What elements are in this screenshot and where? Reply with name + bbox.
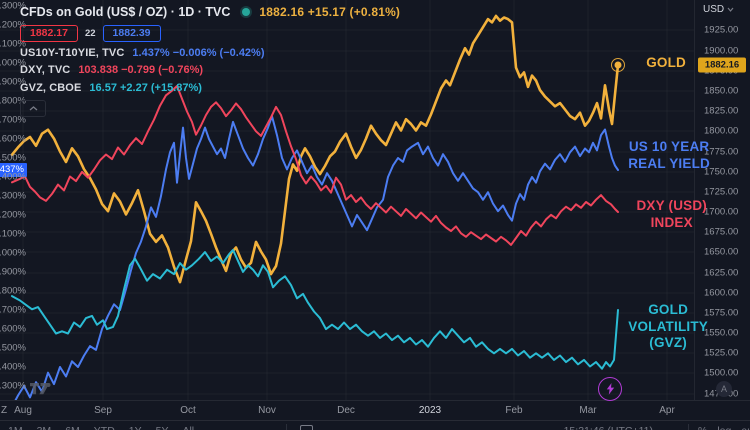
left-axis-tick: 1.300% [0,190,26,202]
month-tick: Dec [337,405,355,416]
right-axis-tick: 1675.00 [704,226,739,238]
left-axis-tick: 0.600% [0,323,26,335]
series-label-gold: GOLD [646,55,686,70]
series-label-real-yield: US 10 YEAR REAL YIELD [628,139,710,171]
right-axis-tick: 1500.00 [704,367,739,379]
legend-values-dxy: 103.838 −0.799 (−0.76%) [78,64,204,76]
spread-value: 22 [84,28,96,39]
legend-symbol-gvz[interactable]: GVZ, CBOE [20,81,82,94]
month-tick: Nov [258,405,276,416]
left-axis-tick: 1.200% [0,209,26,221]
session-clock[interactable]: 15:31:46 (UTC+11) [564,425,653,430]
right-axis-tick: 1600.00 [704,287,739,299]
tradingview-logo-watermark [30,381,58,402]
legend-symbol-dxy[interactable]: DXY, TVC [20,64,71,76]
range-button-3m[interactable]: 3M [37,425,52,430]
range-button-1m[interactable]: 1M [8,425,23,430]
series-label-gvz: GOLD VOLATILITY (GVZ) [628,302,708,350]
chevron-up-icon [29,105,37,110]
gold-last-quote: 1882.16 +15.17 (+0.81%) [259,5,401,19]
month-tick: Oct [180,405,196,416]
left-axis-tick: 0.500% [0,342,26,354]
legend-values-gvz: 16.57 +2.27 (+15.87%) [89,81,202,94]
legend-panel: CFDs on Gold (US$ / OZ) · 1D · TVC 1882.… [20,4,400,117]
buy-button[interactable]: 1882.39 [102,25,161,42]
market-status-dot[interactable] [242,8,251,16]
series-label-dxy: DXY (USD) INDEX [636,198,707,230]
right-price-axis[interactable]: USD 1925.001900.001875.001850.001825.001… [694,0,750,419]
date-range-buttons: 1M 3M 6M YTD 1Y 5Y All [8,425,194,430]
right-axis-tick: 1800.00 [704,125,739,137]
bottom-toolbar: 1M 3M 6M YTD 1Y 5Y All 15:31:46 (UTC+11) % log a… [0,420,750,430]
collapse-legend-button[interactable] [20,99,46,117]
left-axis-tick: 1.400% [0,171,26,183]
right-axis-tick: 1925.00 [704,24,739,36]
currency-selector[interactable]: USD [703,4,734,15]
scale-option-%[interactable]: % [698,425,707,430]
right-axis-tick: 1650.00 [704,246,739,258]
month-tick: Feb [505,405,523,416]
range-button-6m[interactable]: 6M [65,425,80,430]
gold-price-badge: 1882.16 [698,57,746,73]
scale-option-log[interactable]: log [717,425,731,430]
left-axis-tick: 0.900% [0,266,26,278]
range-button-1y[interactable]: 1Y [129,425,142,430]
left-axis-tick: 2.100% [0,38,26,50]
right-axis-tick: 1525.00 [704,347,739,359]
left-axis-tick: 2.200% [0,19,26,31]
right-axis-tick: 1775.00 [704,146,739,158]
right-axis-tick: 1750.00 [704,166,739,178]
currency-label: USD [703,4,725,15]
auto-scale-button[interactable]: A [716,381,732,397]
left-axis-tick: 2.000% [0,57,26,69]
scale-option-buttons: % log auto [698,425,750,430]
month-tick: Apr [659,405,675,416]
right-axis-tick: 1550.00 [704,327,739,339]
left-axis-tick: 0.700% [0,304,26,316]
lightning-bolt-icon [606,383,614,395]
right-axis-tick: 1700.00 [704,206,739,218]
month-tick: Mar [579,405,597,416]
right-axis-tick: 1625.00 [704,267,739,279]
month-tick: 2023 [418,405,442,416]
right-axis-tick: 1725.00 [704,186,739,198]
boost-button[interactable] [598,377,622,401]
left-axis-tick: 0.300% [0,380,26,392]
left-axis-tick: 1.800% [0,95,26,107]
left-price-axis[interactable]: 1.437% 2.300% 2.200% 2.100% 2.000% 1.900% 1.8… [0,0,27,400]
left-axis-tick: 1.100% [0,228,26,240]
scale-option-auto[interactable]: auto [741,425,750,430]
range-button-ytd[interactable]: YTD [94,425,115,430]
symbol-title[interactable]: CFDs on Gold (US$ / OZ) · 1D · TVC [20,5,231,19]
legend-values-us10y: 1.437% −0.006% (−0.42%) [132,46,265,59]
right-axis-tick: 1900.00 [704,45,739,57]
left-axis-tick: 0.400% [0,361,26,373]
left-axis-tick: 1.600% [0,133,26,145]
month-tick: Aug [14,405,32,416]
left-axis-tick: 0.800% [0,285,26,297]
month-tick: Sep [94,405,112,416]
left-axis-tick: 1.000% [0,247,26,259]
yield-value-badge: 1.437% [0,163,27,177]
right-axis-tick: 1850.00 [704,85,739,97]
left-axis-tick: 1.700% [0,114,26,126]
left-axis-tick: 1.500% [0,152,26,164]
legend-symbol-us10y[interactable]: US10Y-T10YIE, TVC [20,46,125,59]
clipped-axis-text: Z [1,405,8,416]
left-axis-tick: 2.300% [0,0,26,12]
right-axis-tick: 1575.00 [704,307,739,319]
time-axis[interactable]: Z Aug Sep Oct Nov Dec 2023 Feb Mar Apr [0,400,750,420]
go-to-date-button[interactable] [300,425,313,430]
sell-button[interactable]: 1882.17 [20,25,78,42]
left-axis-tick: 1.900% [0,76,26,88]
chevron-down-icon [727,7,734,12]
range-button-5y[interactable]: 5Y [156,425,169,430]
range-button-all[interactable]: All [182,425,194,430]
right-axis-tick: 1825.00 [704,105,739,117]
